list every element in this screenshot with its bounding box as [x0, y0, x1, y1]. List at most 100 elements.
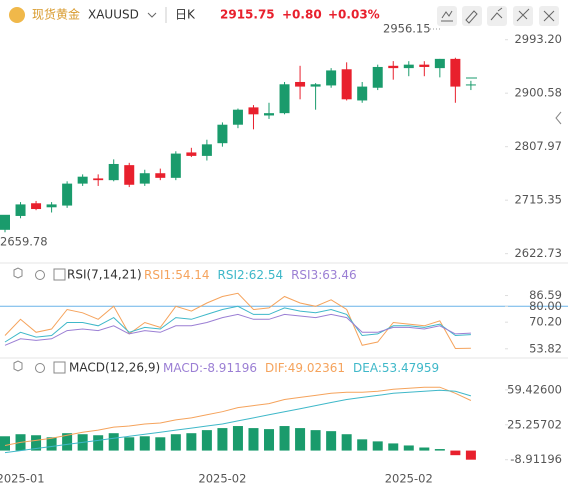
- indicator-line: [4, 389, 472, 454]
- max-annotation: 2956.15: [383, 22, 431, 36]
- dropdown-arrow[interactable]: [147, 12, 157, 18]
- tool-button[interactable]: [462, 6, 482, 26]
- candle-body: [77, 176, 88, 184]
- macd-bar: [62, 433, 73, 451]
- legend-value: 62.54: [249, 268, 283, 282]
- candle-body: [434, 58, 445, 69]
- legend-sep: :: [284, 361, 288, 375]
- price: 2915.75: [220, 8, 275, 22]
- legend-sep: :: [171, 268, 175, 282]
- legend-value: 49.02361: [288, 361, 345, 375]
- legend-value: 63.46: [322, 268, 356, 282]
- macd-bar: [124, 437, 135, 451]
- tool-icon: [490, 7, 503, 21]
- candle-body: [0, 214, 10, 230]
- y-tick-label: 59.42600: [507, 382, 562, 396]
- legend-name: MACD: [163, 361, 199, 375]
- period[interactable]: 日K: [175, 8, 196, 22]
- candle-body: [170, 153, 181, 178]
- macd-bar: [93, 435, 104, 451]
- indicator-line: [4, 292, 471, 350]
- min-annotation: 2659.78: [0, 235, 48, 249]
- macd-bar: [326, 431, 337, 451]
- macd-bar: [341, 434, 352, 451]
- tool-icon: [441, 10, 453, 22]
- legend-name: RSI3: [291, 268, 318, 282]
- y-tick-label: 86.59: [529, 288, 562, 302]
- macd-bar: [0, 436, 10, 451]
- legend-sep: :: [318, 268, 322, 282]
- collapse-arrow[interactable]: [555, 111, 562, 125]
- tool-icon: [543, 10, 555, 22]
- settings-icon[interactable]: [35, 363, 45, 373]
- candle-body: [295, 81, 306, 87]
- tool-button[interactable]: [437, 6, 457, 26]
- symbol[interactable]: XAUUSD: [88, 8, 139, 22]
- macd-bar: [419, 447, 430, 451]
- candle-body: [232, 109, 243, 125]
- macd-bar: [372, 441, 383, 451]
- tool-icon: [516, 8, 530, 22]
- legend-value: 53.47959: [382, 361, 439, 375]
- macd-bar: [31, 435, 42, 451]
- collapse-icon[interactable]: [13, 360, 23, 372]
- candle-body: [155, 173, 166, 178]
- candle-body: [264, 113, 275, 116]
- candle-body: [201, 144, 212, 156]
- candle-body: [15, 204, 26, 216]
- candle-body: [341, 69, 352, 100]
- macd-bar: [108, 433, 119, 451]
- legend-value: -8.91196: [203, 361, 257, 375]
- candle-body: [93, 178, 104, 181]
- y-tick-label: 2715.35: [514, 193, 562, 207]
- candle-body: [62, 183, 73, 206]
- candle-body: [326, 70, 337, 86]
- y-tick-label: 25.25702: [507, 417, 562, 431]
- change-pct: +0.03%: [328, 8, 380, 22]
- tool-button[interactable]: [487, 6, 507, 26]
- macd-bar: [46, 437, 57, 451]
- candle-body: [46, 204, 57, 208]
- x-tick-label: 2025-02: [198, 472, 246, 486]
- candle-body: [124, 165, 135, 185]
- macd-bar: [357, 439, 368, 451]
- macd-bar: [295, 428, 306, 451]
- candle-body: [465, 84, 476, 86]
- macd-bar: [248, 428, 259, 451]
- macd-bar: [232, 426, 243, 451]
- macd-bar: [388, 443, 399, 451]
- collapse-icon[interactable]: [13, 267, 23, 279]
- macd-bar: [434, 449, 445, 451]
- candle-body: [419, 64, 430, 67]
- legend-name: RSI2: [218, 268, 245, 282]
- macd-bar: [264, 429, 275, 451]
- legend-name: RSI1: [144, 268, 171, 282]
- candle-body: [139, 173, 150, 184]
- legend-value: 54.14: [175, 268, 209, 282]
- instrument-name: 现货黄金: [32, 7, 80, 22]
- candle-body: [186, 152, 197, 156]
- y-tick-label: 2622.73: [514, 246, 562, 260]
- legend-sep: :: [199, 361, 203, 375]
- rsi-title: RSI(7,14,21): [67, 268, 142, 282]
- macd-bar: [186, 433, 197, 451]
- candle-body: [403, 64, 414, 69]
- settings-icon[interactable]: [35, 270, 45, 280]
- candle-body: [388, 65, 399, 69]
- legend-sep: :: [245, 268, 249, 282]
- macd-bar: [155, 437, 166, 451]
- macd-bar: [139, 436, 150, 451]
- tool-icon: [465, 10, 478, 24]
- indicator-line: [4, 386, 472, 446]
- candle-body: [372, 66, 383, 88]
- indicator-icon: [53, 361, 66, 374]
- macd-bar: [310, 430, 321, 451]
- macd-bar: [201, 430, 212, 451]
- macd-bar: [450, 450, 461, 456]
- indicator-icon: [53, 268, 66, 281]
- tool-button[interactable]: [513, 6, 533, 26]
- y-tick-label: 2900.58: [514, 86, 562, 100]
- macd-bar: [217, 428, 228, 451]
